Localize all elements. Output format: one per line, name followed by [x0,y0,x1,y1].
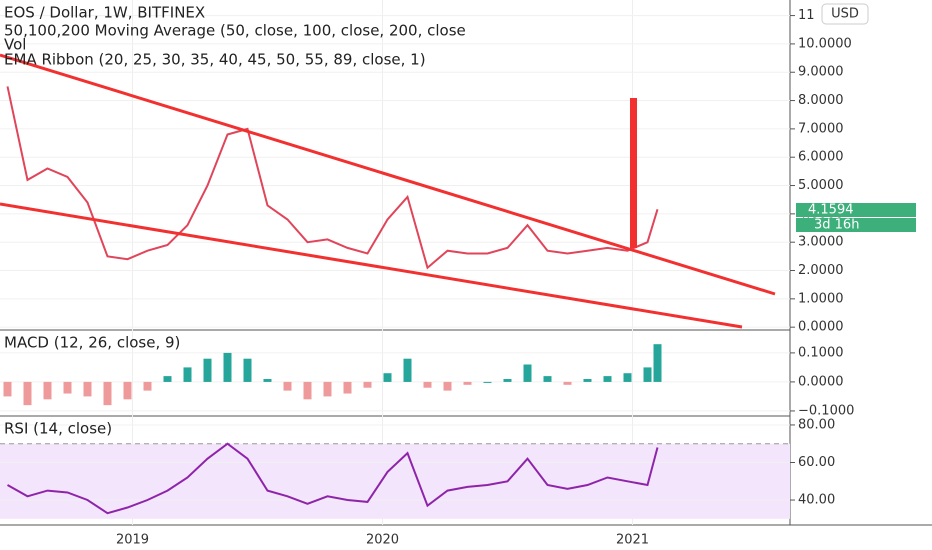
y-tick-label: 60.00 [798,455,835,470]
bar [563,381,572,385]
bar [443,381,452,391]
y-tick-label: 0.1000 [798,345,844,360]
y-tick-label: 0.0000 [798,320,844,335]
y-tick-label: 9.0000 [798,65,844,80]
bar [323,381,332,397]
bar [3,381,12,397]
bar [343,381,352,394]
bar [543,376,552,382]
pane-title: RSI (14, close) [4,420,112,438]
chart-title: EOS / Dollar, 1W, BITFINEX [4,4,205,22]
y-tick-label: −0.1000 [798,403,854,418]
bar [263,379,272,382]
bar [283,381,292,391]
x-tick-label: 2019 [116,533,149,548]
countdown: 3d 16h [814,218,859,233]
y-tick-label: 3.0000 [798,235,844,250]
y-tick-label: 10.0000 [798,36,852,51]
y-tick-label: 6.0000 [798,150,844,165]
bar [103,381,112,406]
y-tick-label: 1.0000 [798,291,844,306]
x-tick-label: 2021 [616,533,649,548]
x-tick-label: 2020 [366,533,399,548]
bar [403,358,412,382]
y-tick-label: 5.0000 [798,178,844,193]
line [7,442,659,515]
bar [523,364,532,382]
bar [643,367,652,382]
y-tick-label: 0.0000 [798,374,844,389]
trend-line [0,202,743,329]
price-badge [796,203,916,217]
bar [243,358,252,382]
indicator: EMA Ribbon (20, 25, 30, 35, 40, 45, 50, … [4,51,426,69]
bar [463,381,472,385]
bar [583,379,592,382]
bar [303,381,312,400]
bar [203,358,212,382]
line [6,86,659,270]
bar [653,344,662,382]
bar [623,373,632,382]
bar [63,381,72,394]
currency-button[interactable] [821,3,869,25]
trend-line [0,53,776,296]
y-tick-label: 7.0000 [798,121,844,136]
bar [23,381,32,406]
y-tick-label: 8.0000 [798,93,844,108]
bar [163,376,172,382]
bar [123,381,132,400]
indicator: Vol [4,36,26,54]
bar [223,352,232,382]
last-price: 4.1594 [808,203,854,218]
indicator: 50,100,200 Moving Average (50, close, 10… [4,22,466,40]
y-tick-label: 40.00 [798,493,835,508]
bar [503,379,512,382]
bar [383,373,392,382]
y-tick-label: 80.00 [798,417,835,432]
bar [143,381,152,391]
bar [423,381,432,388]
bar [83,381,92,397]
arrow [630,98,637,248]
bar [43,381,52,400]
pane-title: MACD (12, 26, close, 9) [4,334,180,352]
y-tick-label: 11 [798,8,815,23]
bar [183,367,192,382]
countdown-badge [796,218,916,232]
bar [603,376,612,382]
bar [363,381,372,388]
bar [483,381,492,383]
currency[interactable]: USD [831,7,859,22]
rsi-band [0,443,790,519]
y-tick-label: 2.0000 [798,263,844,278]
